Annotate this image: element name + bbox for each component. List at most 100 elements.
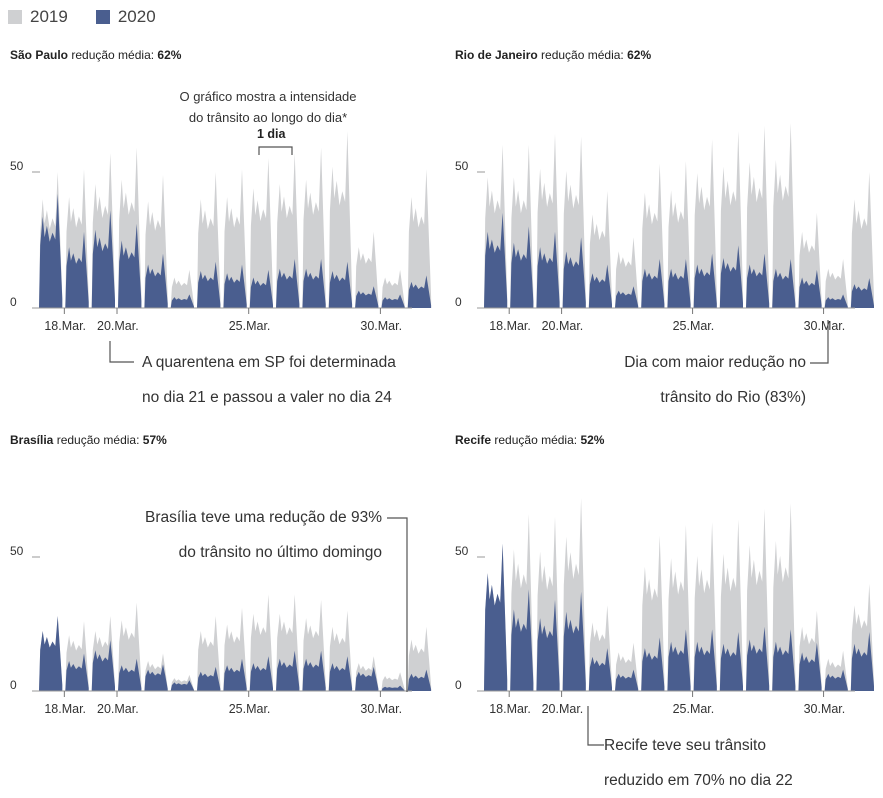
avg-reduction-label: redução média: [494, 433, 578, 447]
area-2020-day [562, 591, 586, 691]
area-2020-day [798, 642, 822, 691]
sp-chart-note: O gráfico mostra a intensidade do trânsi… [160, 86, 376, 128]
area-2020-day [91, 640, 115, 691]
area-2020-day [355, 286, 379, 308]
area-2020-day [719, 245, 743, 308]
area-2020-day [144, 253, 168, 308]
area-2019-day [302, 147, 326, 308]
area-2020-day [223, 658, 247, 691]
area-2020-day [588, 648, 612, 691]
y-tick-label: 50 [455, 544, 469, 558]
area-2020-day [484, 212, 508, 308]
chart-svg-sao-paulo: 0 50 18.Mar. 20.Mar. 25.Mar. 30.Mar. [10, 131, 432, 333]
x-tick-label: 30.Mar. [804, 702, 846, 716]
area-2020-day [798, 269, 822, 308]
area-2020-day [249, 269, 273, 308]
x-tick-label: 18.Mar. [44, 702, 86, 716]
x-tick-label: 25.Mar. [229, 319, 271, 333]
area-2020-day [484, 543, 508, 691]
area-2019-day [772, 123, 796, 308]
rio-leader [810, 320, 829, 364]
area-2020-day [615, 669, 639, 691]
chart-panel-rio-de-janeiro: Rio de Janeiro redução média: 62% 0 50 18.… [455, 48, 883, 348]
brasilia-line2: do trânsito no último domingo [178, 544, 382, 561]
y-tick-label: 0 [10, 295, 17, 309]
city-name: Recife [455, 433, 492, 447]
area-2020-day [667, 629, 691, 691]
area-2020-day [510, 589, 534, 691]
area-2020-day [118, 223, 142, 308]
city-name: Brasília [10, 433, 54, 447]
rio-line2: trânsito do Rio (83%) [660, 389, 806, 406]
x-tick-label: 20.Mar. [542, 702, 584, 716]
sp-quarantine-leader [109, 341, 134, 363]
area-2020-day [693, 253, 717, 308]
chart-svg-brasilia: 0 50 18.Mar. 20.Mar. 25.Mar. 30.Mar. [10, 544, 432, 716]
chart-panel-recife: Recife redução média: 52% 0 50 18.Mar. 20.M… [455, 433, 883, 733]
x-tick-label: 30.Mar. [360, 702, 402, 716]
area-2019-day [381, 672, 405, 691]
legend: 2019 2020 [8, 6, 184, 28]
area-2019-day [249, 158, 273, 308]
sp-note-line2: do trânsito ao longo do dia* [188, 110, 348, 125]
x-tick-label: 18.Mar. [489, 319, 531, 333]
area-2020-day [302, 650, 326, 691]
x-tick-label: 25.Mar. [673, 319, 715, 333]
area-2020-day [510, 226, 534, 308]
panel-title: Recife redução média: 52% [455, 433, 604, 447]
avg-reduction-value: 62% [157, 48, 182, 62]
area-2020-day [536, 231, 560, 308]
x-tick-label: 25.Mar. [673, 702, 715, 716]
x-tick-label: 20.Mar. [542, 319, 584, 333]
chart-svg-rio-de-janeiro: 0 50 18.Mar. 20.Mar. 25.Mar. 30.Mar. [455, 123, 874, 333]
avg-reduction-value: 62% [627, 48, 652, 62]
area-2020-day [170, 294, 194, 308]
avg-reduction-label: redução média: [541, 48, 624, 62]
area-2020-day [355, 666, 379, 691]
sp-note-line1: O gráfico mostra a intensidade [179, 89, 357, 104]
x-tick-label: 20.Mar. [97, 702, 139, 716]
avg-reduction-value: 52% [580, 433, 605, 447]
area-2020-day [302, 259, 326, 308]
area-2020-day [65, 231, 89, 308]
y-tick-label: 0 [455, 295, 462, 309]
area-2020-day [824, 669, 848, 691]
area-2020-day [197, 666, 221, 691]
area-2019-day [746, 125, 770, 308]
recife-annotation: Recife teve seu trânsito reduzido em 70%… [604, 728, 793, 798]
area-2020-day [693, 629, 717, 691]
area-2019-day [328, 131, 353, 308]
area-2020-day [746, 626, 770, 691]
legend-item-2019: 2019 [8, 7, 68, 27]
x-tick-label: 25.Mar. [229, 702, 271, 716]
one-day-label: 1 dia [257, 127, 286, 141]
area-2020-day [328, 656, 353, 691]
avg-reduction-label: redução média: [71, 48, 155, 62]
legend-item-2020: 2020 [95, 7, 156, 27]
area-2020-day [746, 253, 770, 308]
brasilia-annotation: Brasília teve uma redução de 93% do trân… [90, 500, 382, 570]
area-2019-day [355, 231, 379, 308]
brasilia-leader [387, 517, 408, 692]
area-2020-day [824, 294, 848, 308]
area-2020-day [536, 599, 560, 691]
rio-annotation: Dia com maior redução no trânsito do Rio… [560, 345, 806, 415]
area-2020-day [276, 650, 300, 691]
area-2020-day [562, 237, 586, 308]
x-tick-label: 20.Mar. [97, 319, 139, 333]
area-2020-day [65, 653, 89, 691]
area-2020-day [39, 193, 63, 308]
area-2020-day [328, 261, 353, 308]
y-tick-label: 50 [10, 159, 24, 173]
y-tick-label: 0 [455, 678, 462, 692]
panel-title: Rio de Janeiro redução média: 62% [455, 48, 651, 62]
legend-label-2019: 2019 [30, 7, 68, 26]
x-tick-label: 18.Mar. [489, 702, 531, 716]
area-2020-day [144, 664, 168, 691]
area-2020-day [667, 259, 691, 308]
area-2020-day [407, 669, 432, 691]
x-tick-label: 18.Mar. [44, 319, 86, 333]
legend-label-2020: 2020 [117, 7, 156, 26]
sp-quarantine-annotation: A quarentena em SP foi determinada no di… [142, 345, 396, 415]
legend-swatch-2020 [95, 10, 110, 24]
